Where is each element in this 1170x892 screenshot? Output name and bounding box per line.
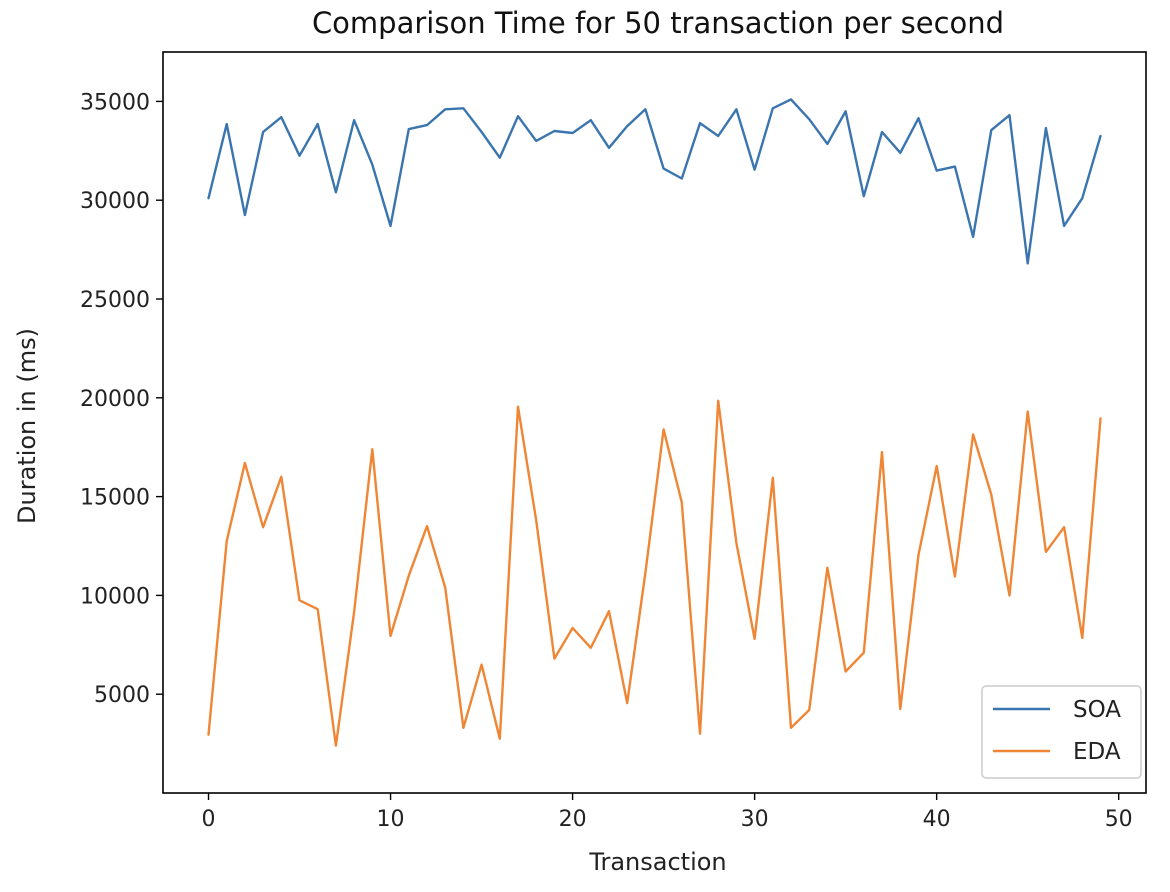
legend-label-eda: EDA — [1073, 739, 1121, 765]
series-lines — [207, 98, 1102, 747]
x-tick-label: 30 — [741, 807, 769, 832]
y-tick-label: 20000 — [80, 387, 150, 412]
series-line-soa — [207, 98, 1102, 265]
y-tick-label: 35000 — [80, 90, 150, 115]
x-axis-ticks: 0 10 20 30 40 50 — [202, 793, 1133, 832]
y-tick-label: 10000 — [80, 584, 150, 609]
y-tick-label: 25000 — [80, 288, 150, 313]
x-axis-label: Transaction — [588, 848, 726, 876]
x-tick-label: 40 — [923, 807, 951, 832]
plot-area — [162, 51, 1147, 794]
y-tick-label: 15000 — [80, 486, 150, 511]
x-tick-label: 50 — [1105, 807, 1133, 832]
series-line-eda — [207, 399, 1102, 747]
legend: SOA EDA — [981, 685, 1142, 779]
y-axis-ticks: 5000 10000 15000 20000 25000 30000 35000 — [80, 90, 163, 708]
legend-label-soa: SOA — [1073, 697, 1121, 723]
chart-title: Comparison Time for 50 transaction per s… — [312, 6, 1004, 40]
x-tick-label: 10 — [377, 807, 405, 832]
plot-frame — [162, 51, 1147, 794]
x-tick-label: 0 — [202, 807, 216, 832]
y-tick-label: 5000 — [94, 683, 150, 708]
y-axis-label: Duration in (ms) — [13, 328, 41, 524]
x-tick-label: 20 — [559, 807, 587, 832]
y-tick-label: 30000 — [80, 189, 150, 214]
